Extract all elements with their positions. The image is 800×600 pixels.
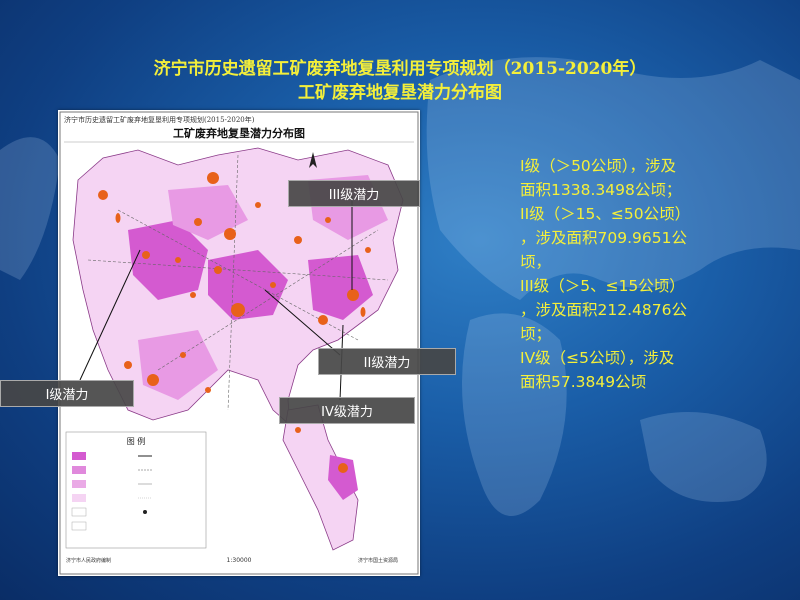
marker-potential <box>205 387 211 393</box>
legend-box <box>65 431 207 549</box>
marker-potential <box>214 266 222 274</box>
slide-title: 济宁市历史遗留工矿废弃地复垦利用专项规划（2015-2020年） <box>153 59 647 79</box>
marker-potential <box>347 289 359 301</box>
marker-potential <box>115 213 121 223</box>
slide-subtitle: 工矿废弃地复垦潜力分布图 <box>298 83 502 103</box>
marker-potential <box>224 228 236 240</box>
marker-potential <box>124 361 132 369</box>
region-dark-west <box>128 220 208 300</box>
region-mid-north <box>168 185 248 240</box>
stat-level3: III级（＞5、≤15公顷） ，涉及面积212.4876公 顷； <box>520 277 687 343</box>
callout-level3: III级潜力 <box>288 180 420 207</box>
north-arrow-icon <box>309 152 317 168</box>
map-footer-left: 济宁市人民政府编制 <box>66 557 111 564</box>
map-footer-right: 济宁市国土资源局 <box>358 557 398 564</box>
marker-potential <box>231 303 245 317</box>
marker-potential <box>175 257 181 263</box>
callout-level2: II级潜力 <box>318 348 456 375</box>
marker-potential <box>142 251 150 259</box>
marker-potential <box>255 202 261 208</box>
map-scale: 1:30000 <box>227 557 252 564</box>
road-lines <box>87 154 389 411</box>
legend-title: 图 例 <box>127 436 146 446</box>
marker-potential <box>325 217 331 223</box>
marker-potential <box>318 315 328 325</box>
region-south-tail <box>282 404 359 551</box>
marker-potential <box>98 190 108 200</box>
marker-potential <box>294 236 302 244</box>
stat-level1: I级（＞50公顷），涉及 面积1338.3498公顷； <box>520 157 682 199</box>
map-header: 济宁市历史遗留工矿废弃地复垦利用专项规划(2015-2020年) <box>64 115 255 124</box>
marker-potential <box>365 247 371 253</box>
stats-panel: I级（＞50公顷），涉及 面积1338.3498公顷； II级（＞15、≤50公… <box>520 154 770 394</box>
marker-potential <box>194 218 202 226</box>
marker-potential <box>338 463 348 473</box>
marker-potential <box>295 427 301 433</box>
map-title: 工矿废弃地复垦潜力分布图 <box>173 126 305 140</box>
marker-potential <box>360 307 366 317</box>
marker-potential <box>270 282 276 288</box>
marker-potential <box>207 172 219 184</box>
region-south-dark <box>328 455 358 500</box>
stat-level2: II级（＞15、≤50公顷） ，涉及面积709.9651公 顷， <box>520 205 691 271</box>
marker-potential <box>180 352 186 358</box>
callout-level4: IV级潜力 <box>279 397 415 424</box>
marker-potential <box>147 374 159 386</box>
legend-swatches <box>71 452 152 531</box>
stat-level4: IV级（≤5公顷），涉及 面积57.3849公顷 <box>520 349 675 391</box>
marker-potential <box>190 292 196 298</box>
callout-level1: I级潜力 <box>0 380 134 407</box>
